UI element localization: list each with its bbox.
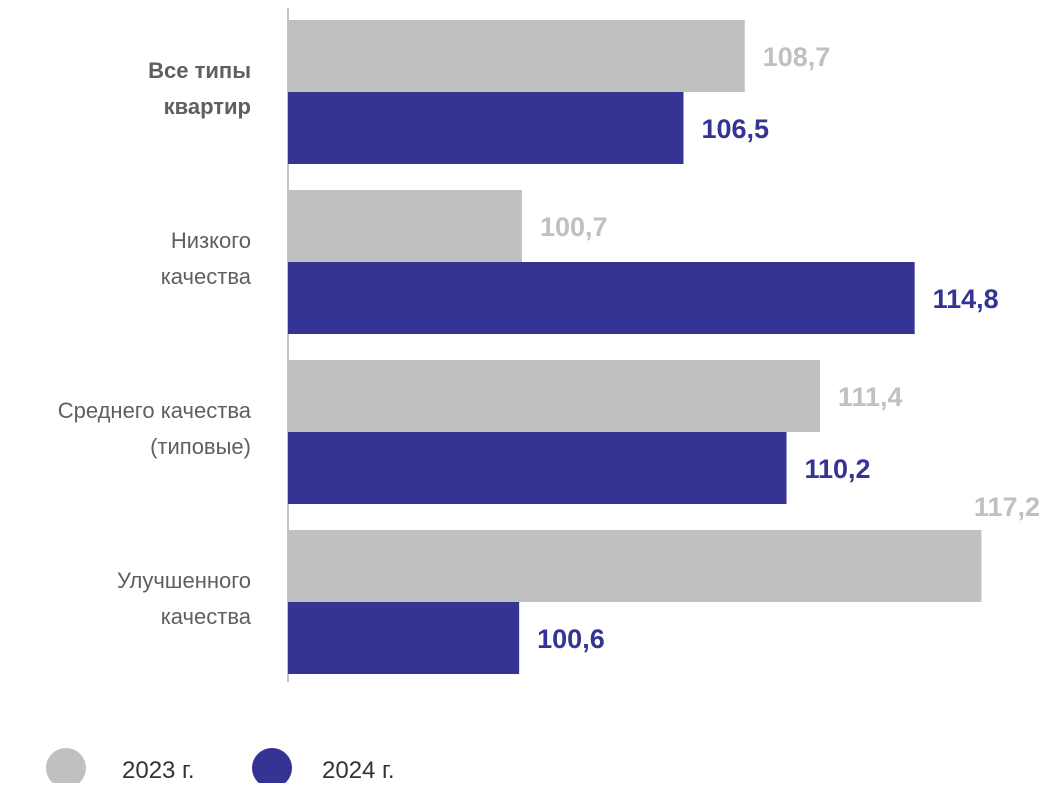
category-label-2-line-0: Среднего качества [58, 398, 252, 423]
value-label-2024-1: 114,8 [933, 284, 999, 314]
category-label-1-line-1: качества [161, 264, 252, 289]
value-label-2024-2: 110,2 [805, 454, 871, 484]
legend-label-2023: 2023 г. [122, 757, 195, 783]
bar-2024-1 [288, 262, 915, 334]
bar-2023-2 [288, 360, 820, 432]
category-label-1-line-0: Низкого [171, 228, 251, 253]
bar-2024-3 [288, 602, 520, 674]
value-label-2023-1: 100,7 [540, 212, 608, 242]
category-label-0-line-0: Все типы [148, 58, 251, 83]
legend-label-2024: 2024 г. [322, 757, 395, 783]
category-label-0-line-1: квартир [164, 94, 251, 119]
bar-2024-2 [288, 432, 787, 504]
value-label-2023-0: 108,7 [763, 42, 831, 72]
value-label-2023-2: 111,4 [838, 382, 903, 412]
legend-swatch-2024 [252, 748, 292, 788]
category-label-2-line-1: (типовые) [150, 434, 251, 459]
value-label-2024-0: 106,5 [701, 114, 769, 144]
category-label-3-line-1: качества [161, 604, 252, 629]
bar-2023-3 [288, 530, 982, 602]
legend-swatch-2023 [46, 748, 86, 788]
bar-2023-1 [288, 190, 522, 262]
category-label-3-line-0: Улучшенного [117, 568, 251, 593]
bar-2023-0 [288, 20, 745, 92]
value-label-2023-3: 117,2 [974, 492, 1040, 522]
value-label-2024-3: 100,6 [537, 624, 605, 654]
bar-2024-0 [288, 92, 684, 164]
